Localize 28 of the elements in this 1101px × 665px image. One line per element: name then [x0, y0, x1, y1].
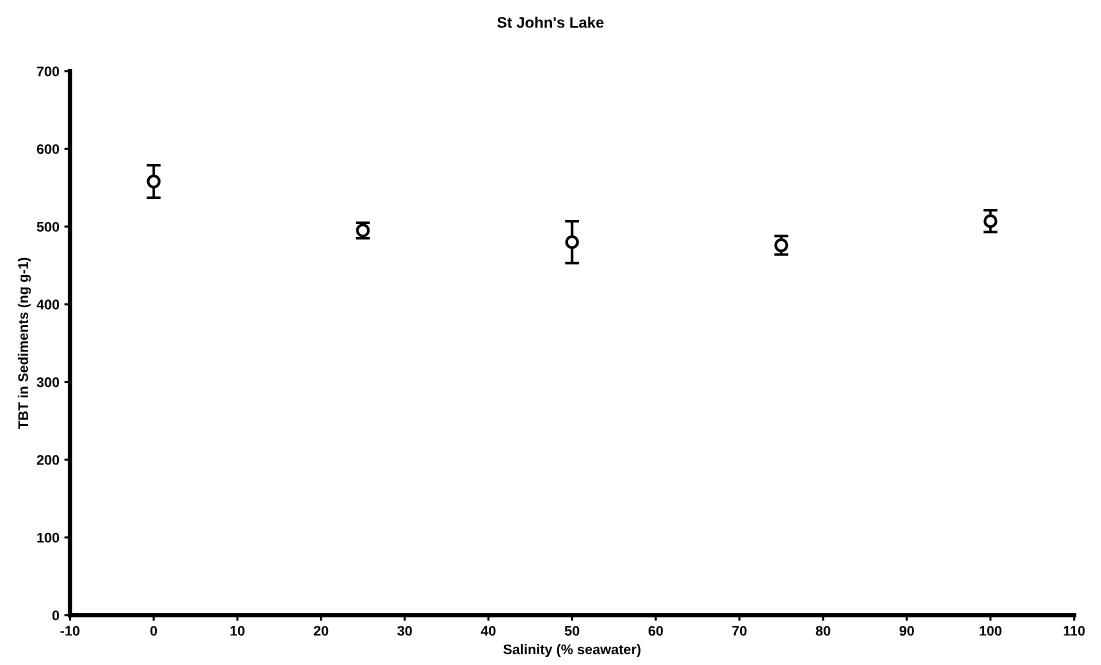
chart-title: St John's Lake — [497, 16, 604, 28]
x-tick-label: -10 — [60, 625, 80, 636]
x-tick-label: 30 — [397, 625, 412, 636]
y-tick-label: 600 — [36, 144, 60, 155]
y-tick-label: 400 — [36, 299, 60, 310]
y-axis-title: TBT in Sediments (ng g-1) — [17, 257, 31, 430]
point — [983, 214, 998, 229]
x-tick-label: 60 — [648, 625, 663, 636]
x-tick-label: 90 — [899, 625, 914, 636]
y-tick-label: 300 — [36, 377, 60, 388]
x-tick-label: 20 — [313, 625, 329, 636]
y-tick-label: 700 — [37, 66, 60, 77]
x-tick-label: 40 — [480, 625, 496, 636]
x-tick-label: 80 — [815, 625, 831, 636]
x-axis-title: Salinity (% seawater) — [503, 644, 641, 657]
x-tick-label: 0 — [150, 625, 157, 636]
point — [146, 174, 161, 189]
x-tick-label: 100 — [979, 625, 1002, 636]
y-tick-label: 0 — [52, 610, 60, 621]
x-tick-label: 50 — [564, 625, 580, 636]
y-tick-label: 200 — [36, 455, 60, 465]
y-tick-label: 100 — [37, 532, 60, 543]
x-tick-label: 10 — [230, 625, 245, 636]
x-tick-label: 110 — [1063, 625, 1085, 636]
point — [565, 235, 580, 250]
y-tick-label: 500 — [36, 221, 60, 232]
x-tick-label: 70 — [732, 625, 747, 636]
point — [774, 238, 789, 253]
